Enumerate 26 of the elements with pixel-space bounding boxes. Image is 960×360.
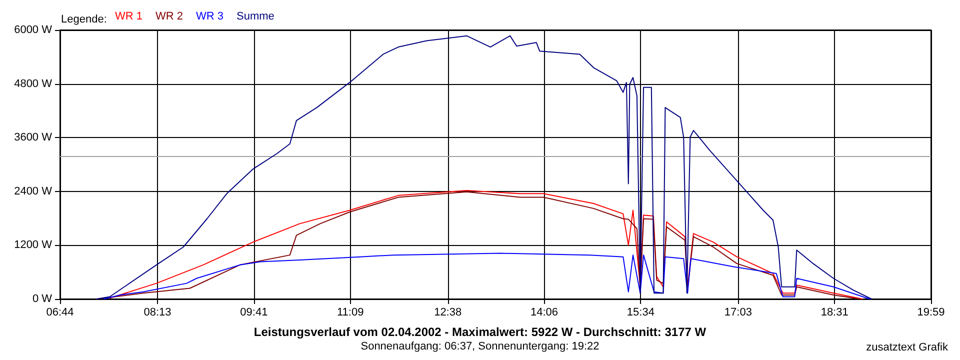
text: Leistungsverlauf vom 02.04.2002 - Maximalwert: 5922 W - Durchschnitt: 3177 W: [254, 325, 707, 339]
legend-title: Legende:: [61, 14, 107, 26]
line-series: [96, 35, 872, 300]
x-tick-label: 08:13: [144, 306, 172, 318]
y-tick-label: 4800 W: [14, 78, 53, 90]
x-tick-label: 15:34: [626, 306, 654, 318]
y-tick-label: 3600 W: [14, 132, 53, 144]
y-tick-label: 0 W: [32, 293, 53, 305]
x-tick-label: 17:03: [724, 306, 752, 318]
x-tick-label: 14:06: [530, 306, 558, 318]
text: zusatztext Grafik: [866, 342, 948, 354]
text: WR 1: [115, 10, 142, 22]
text: Sonnenaufgang: 06:37, Sonnenuntergang: 19:22: [360, 340, 600, 352]
y-tick-label: 6000 W: [14, 24, 53, 36]
line-series: [103, 252, 870, 300]
text: WR 3: [196, 10, 224, 22]
y-tick-label: 2400 W: [14, 185, 53, 198]
x-tick-label: 06:44: [46, 306, 74, 318]
text: WR 2: [156, 10, 183, 22]
x-tick-label: 09:41: [240, 306, 268, 318]
x-tick-label: 18:31: [820, 306, 848, 318]
text: Summe: [236, 10, 274, 22]
x-tick-label: 12:38: [434, 306, 462, 318]
x-tick-label: 19:59: [917, 306, 945, 318]
y-tick-label: 1200 W: [14, 239, 53, 252]
x-tick-label: 11:09: [336, 306, 364, 318]
